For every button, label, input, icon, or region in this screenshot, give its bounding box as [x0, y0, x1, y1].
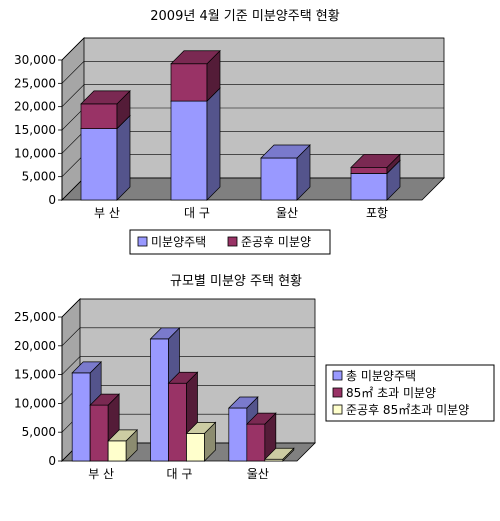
c2-bar-0-2	[107, 428, 139, 462]
c1-bar-2-0	[260, 144, 311, 201]
c2-tick-label: 10,000	[14, 396, 56, 410]
chart-2-y-ticks: 25,000 20,000 15,000 10,000 5,000 0	[14, 310, 63, 468]
chart-1-legend-swatch-1	[227, 236, 238, 247]
chart-1-categories: 부 산 대 구 울산 포항	[94, 206, 388, 220]
chart-1-legend-swatch-0	[137, 236, 148, 247]
chart-1-y-ticks: 30,000 25,000 20,000 15,000 10,000 5,000 0	[14, 53, 63, 207]
c1-category-label: 포항	[366, 206, 388, 220]
c1-gridline	[61, 37, 444, 61]
chart-2-bars	[71, 327, 295, 462]
chart-2-legend-swatch-1	[332, 387, 343, 398]
chart-2-legend-label-0: 총 미분양주택	[346, 369, 416, 383]
c1-gridline	[61, 84, 444, 107]
c1-bar-3-1	[350, 153, 401, 175]
chart-1-legend-label-0: 미분양주택	[151, 235, 206, 249]
chart-1-title: 2009년 4월 기준 미분양주택 현황	[150, 9, 339, 24]
c2-tick-label: 5,000	[22, 425, 56, 439]
chart-1: 2009년 4월 기준 미분양주택 현황 30,000 25,000 20,000 1…	[14, 9, 445, 255]
c1-tick-label: 20,000	[14, 100, 56, 114]
c2-category-label: 울산	[247, 467, 269, 481]
c2-category-label: 부 산	[88, 467, 114, 481]
c2-bar-1-2	[185, 421, 217, 462]
c2-tick-label: 20,000	[14, 339, 56, 353]
c1-gridline	[61, 61, 444, 84]
chart-2-legend-swatch-0	[332, 370, 343, 381]
chart-2-legend-box	[325, 364, 495, 422]
chart-2: 규모별 미분양 주택 현황 25,000 20,000 15,000 10,000 5,…	[14, 274, 495, 481]
chart-1-legend: 미분양주택 준공후 미분양	[129, 229, 331, 255]
c2-tick-label: 25,000	[14, 310, 56, 324]
c1-tick-label: 0	[48, 193, 56, 207]
chart-1-legend-label-1: 준공후 미분양	[241, 235, 311, 249]
c1-category-label: 대 구	[184, 206, 210, 220]
c2-tick-label: 15,000	[14, 368, 56, 382]
c1-bar-0-1	[80, 90, 131, 130]
c1-tick-label: 30,000	[14, 53, 56, 67]
c2-bar-2-1	[245, 412, 277, 462]
c1-tick-label: 15,000	[14, 123, 56, 137]
chart-2-legend-label-1: 85㎡ 초과 미분양	[346, 386, 436, 400]
c1-bar-1-0	[170, 87, 221, 201]
c1-tick-label: 25,000	[14, 76, 56, 90]
c1-category-label: 울산	[276, 206, 298, 220]
c2-gridline	[61, 327, 315, 347]
c1-category-label: 부 산	[94, 206, 120, 220]
chart-1-bars	[80, 49, 401, 201]
chart-2-categories: 부 산 대 구 울산	[88, 467, 269, 481]
c2-gridline	[61, 356, 315, 375]
chart-2-legend: 총 미분양주택 85㎡ 초과 미분양 준공후 85㎡초과 미분양	[325, 364, 495, 422]
c2-gridline	[61, 298, 315, 318]
c2-category-label: 대 구	[167, 467, 193, 481]
chart-2-legend-swatch-2	[332, 404, 343, 415]
chart-2-legend-label-2: 준공후 85㎡초과 미분양	[346, 403, 469, 417]
c2-bar-2-2	[263, 447, 295, 462]
c2-tick-label: 0	[48, 454, 56, 468]
c1-tick-label: 10,000	[14, 146, 56, 160]
chart-2-title: 규모별 미분양 주택 현황	[170, 274, 302, 289]
c1-bar-1-1	[170, 49, 221, 102]
c1-tick-label: 5,000	[22, 170, 56, 184]
